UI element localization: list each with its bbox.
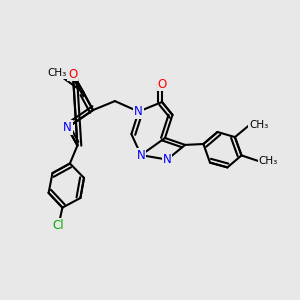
Text: N: N <box>163 153 172 166</box>
Text: CH₃: CH₃ <box>249 120 268 130</box>
Text: Cl: Cl <box>53 219 64 232</box>
Text: CH₃: CH₃ <box>259 156 278 166</box>
Text: CH₃: CH₃ <box>47 68 67 79</box>
Text: N: N <box>63 121 72 134</box>
Text: O: O <box>158 77 166 91</box>
Text: O: O <box>68 68 77 81</box>
Text: N: N <box>134 105 143 118</box>
Text: N: N <box>136 148 146 162</box>
